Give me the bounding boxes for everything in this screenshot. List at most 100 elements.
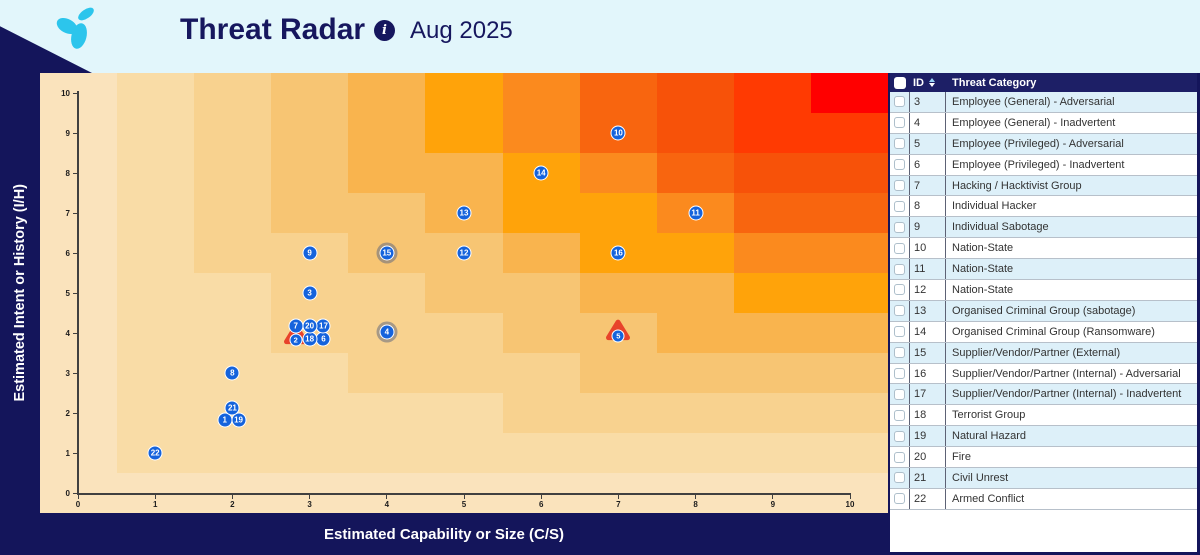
row-id: 7 (910, 175, 946, 196)
threat-point-16[interactable]: 16 (610, 245, 626, 261)
x-axis-label-strip: Estimated Capability or Size (C/S) (0, 513, 888, 555)
row-checkbox[interactable] (894, 159, 905, 171)
heatmap-cell (502, 433, 580, 473)
heatmap-cell (502, 233, 580, 273)
row-checkbox[interactable] (894, 326, 905, 338)
sort-icon[interactable] (929, 78, 935, 87)
x-tick-label: 0 (75, 500, 81, 509)
row-checkbox[interactable] (894, 451, 905, 463)
threat-point-5[interactable]: 5 (611, 329, 625, 342)
table-row[interactable]: 17 Supplier/Vendor/Partner (Internal) - I… (890, 384, 1197, 406)
row-checkbox[interactable] (894, 96, 905, 108)
row-checkbox[interactable] (894, 284, 905, 296)
column-header-category[interactable]: Threat Category (952, 76, 1037, 89)
threat-point-7[interactable]: 7 (288, 318, 304, 334)
table-row[interactable]: 5 Employee (Privileged) - Adversarial (890, 133, 1197, 155)
threat-point-8[interactable]: 8 (224, 365, 240, 381)
row-category: Nation-State (952, 242, 1014, 255)
x-tick-label: 1 (152, 500, 158, 509)
row-checkbox[interactable] (894, 221, 905, 233)
row-category: Organised Criminal Group (sabotage) (952, 304, 1136, 317)
row-category: Nation-State (952, 283, 1014, 296)
heatmap-cell (811, 233, 888, 273)
heatmap-cell (502, 353, 580, 393)
table-row[interactable]: 19 Natural Hazard (890, 426, 1197, 448)
heatmap-cell (734, 233, 812, 273)
select-all-checkbox[interactable] (894, 76, 906, 89)
table-row[interactable]: 4 Employee (General) - Inadvertent (890, 112, 1197, 134)
heatmap-cell (271, 393, 349, 433)
table-row[interactable]: 10 Nation-State (890, 238, 1197, 260)
table-row[interactable]: 21 Civil Unrest (890, 468, 1197, 489)
table-row[interactable]: 3 Employee (General) - Adversarial (890, 92, 1197, 113)
threat-point-14[interactable]: 14 (533, 165, 549, 181)
row-checkbox[interactable] (894, 368, 905, 380)
table-row[interactable]: 7 Hacking / Hacktivist Group (890, 175, 1197, 197)
table-row[interactable]: 14 Organised Criminal Group (Ransomware) (890, 321, 1197, 343)
heatmap-cell (734, 393, 812, 433)
row-id: 3 (910, 92, 946, 112)
threat-point-17[interactable]: 17 (315, 318, 331, 334)
threat-point-3[interactable]: 3 (302, 285, 318, 301)
heatmap-cell (579, 73, 657, 113)
x-axis-line (77, 493, 851, 495)
row-checkbox[interactable] (894, 263, 905, 275)
row-checkbox[interactable] (894, 305, 905, 317)
row-category: Employee (Privileged) - Inadvertent (952, 158, 1125, 171)
threat-point-2[interactable]: 2 (289, 333, 303, 346)
table-row[interactable]: 20 Fire (890, 447, 1197, 469)
threat-point-18[interactable]: 18 (302, 331, 318, 347)
threat-point-22[interactable]: 22 (147, 445, 163, 461)
threat-point-19[interactable]: 19 (231, 412, 247, 428)
row-checkbox-cell (890, 92, 910, 112)
row-checkbox-cell (890, 468, 910, 488)
threat-point-4[interactable]: 4 (379, 324, 395, 340)
y-tick (73, 92, 77, 94)
heatmap-cell (657, 353, 735, 393)
row-checkbox[interactable] (894, 200, 905, 212)
threat-point-20[interactable]: 20 (302, 318, 318, 334)
y-tick (73, 292, 77, 294)
table-row[interactable]: 9 Individual Sabotage (890, 217, 1197, 239)
threat-point-15[interactable]: 15 (379, 245, 395, 261)
threat-point-13[interactable]: 13 (456, 205, 472, 221)
row-checkbox[interactable] (894, 242, 905, 254)
row-checkbox[interactable] (894, 138, 905, 150)
row-category: Supplier/Vendor/Partner (Internal) - Ina… (952, 388, 1182, 401)
heatmap-cell (811, 433, 888, 473)
table-row[interactable]: 11 Nation-State (890, 259, 1197, 281)
row-checkbox[interactable] (894, 388, 905, 400)
y-tick (73, 132, 77, 134)
x-tick-label: 10 (845, 500, 855, 509)
table-row[interactable]: 6 Employee (Privileged) - Inadvertent (890, 154, 1197, 176)
x-tick (617, 494, 619, 499)
table-row[interactable]: 13 Organised Criminal Group (sabotage) (890, 300, 1197, 322)
table-row[interactable]: 15 Supplier/Vendor/Partner (External) (890, 342, 1197, 364)
row-checkbox[interactable] (894, 180, 905, 191)
row-checkbox[interactable] (894, 409, 905, 421)
x-tick (77, 494, 79, 499)
row-checkbox[interactable] (894, 472, 905, 484)
table-row[interactable]: 22 Armed Conflict (890, 488, 1197, 510)
row-checkbox[interactable] (894, 347, 905, 359)
table-row[interactable]: 12 Nation-State (890, 280, 1197, 301)
info-icon[interactable]: i (374, 20, 395, 41)
heatmap-cell (116, 273, 194, 313)
row-checkbox-cell (890, 342, 910, 363)
threat-point-6[interactable]: 6 (315, 331, 331, 347)
table-row[interactable]: 18 Terrorist Group (890, 405, 1197, 427)
table-row[interactable]: 16 Supplier/Vendor/Partner (Internal) - A… (890, 363, 1197, 385)
threat-point-10[interactable]: 10 (610, 125, 626, 141)
row-checkbox-cell (890, 280, 910, 300)
column-header-id[interactable]: ID (913, 76, 924, 89)
table-row[interactable]: 8 Individual Hacker (890, 196, 1197, 218)
threat-point-9[interactable]: 9 (302, 245, 318, 261)
row-id: 8 (910, 196, 946, 217)
row-id: 14 (910, 321, 946, 342)
threat-point-12[interactable]: 12 (456, 245, 472, 261)
row-checkbox[interactable] (894, 493, 905, 505)
threat-point-11[interactable]: 11 (688, 205, 704, 221)
row-checkbox[interactable] (894, 430, 905, 442)
threat-point-21[interactable]: 21 (224, 400, 240, 416)
row-checkbox[interactable] (894, 117, 905, 129)
